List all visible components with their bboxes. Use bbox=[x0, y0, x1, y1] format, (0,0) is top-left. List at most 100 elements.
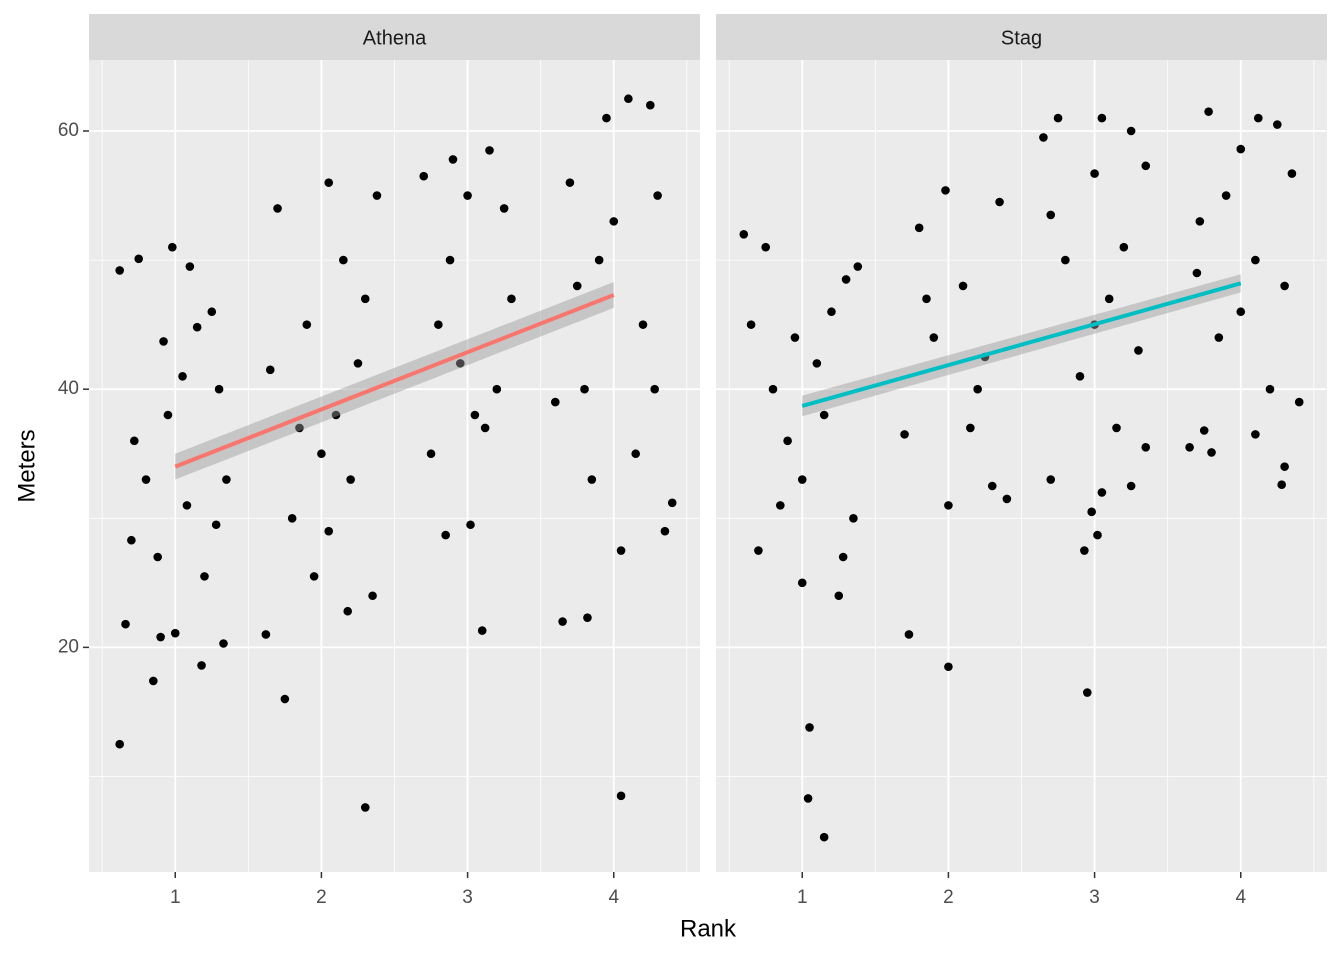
y-tick-label: 60 bbox=[58, 120, 79, 141]
point bbox=[441, 530, 450, 540]
point bbox=[1207, 448, 1216, 457]
point bbox=[958, 281, 968, 291]
point bbox=[797, 578, 807, 588]
x-axis-title: Rank bbox=[680, 915, 737, 942]
point bbox=[653, 191, 662, 200]
point bbox=[761, 242, 770, 252]
point bbox=[660, 526, 670, 536]
point bbox=[127, 535, 136, 545]
point bbox=[1097, 113, 1107, 123]
point bbox=[1265, 384, 1275, 394]
point bbox=[1126, 481, 1136, 491]
point bbox=[746, 320, 756, 329]
point bbox=[1134, 346, 1143, 355]
point bbox=[1080, 546, 1089, 555]
point bbox=[1273, 120, 1282, 129]
point bbox=[448, 155, 458, 164]
point bbox=[790, 333, 800, 342]
point bbox=[343, 606, 353, 616]
point bbox=[295, 423, 304, 433]
point bbox=[987, 481, 997, 491]
point bbox=[197, 661, 206, 670]
fit-line bbox=[174, 293, 615, 469]
point bbox=[159, 337, 168, 346]
point bbox=[1141, 161, 1151, 171]
point bbox=[838, 552, 848, 562]
point bbox=[1112, 423, 1121, 433]
point bbox=[819, 410, 829, 420]
y-tick-label: 20 bbox=[58, 636, 79, 657]
point bbox=[331, 410, 341, 420]
point bbox=[941, 186, 950, 195]
point bbox=[580, 384, 589, 394]
point bbox=[353, 359, 363, 368]
point bbox=[346, 475, 355, 484]
point bbox=[558, 617, 567, 626]
point bbox=[211, 520, 221, 530]
point bbox=[853, 262, 863, 271]
point bbox=[280, 694, 290, 704]
point bbox=[834, 591, 844, 601]
point bbox=[273, 204, 282, 213]
point bbox=[1251, 430, 1260, 439]
point bbox=[214, 384, 224, 394]
point bbox=[776, 501, 785, 510]
point bbox=[499, 204, 509, 213]
point bbox=[1119, 242, 1129, 252]
point bbox=[463, 191, 472, 200]
point bbox=[1294, 397, 1304, 407]
point bbox=[1199, 426, 1209, 435]
point bbox=[995, 197, 1004, 207]
point bbox=[153, 552, 163, 562]
point bbox=[219, 639, 228, 648]
y-axis-title: Meters bbox=[13, 429, 40, 502]
point bbox=[455, 359, 465, 368]
point bbox=[434, 320, 443, 329]
point bbox=[827, 307, 836, 317]
point bbox=[754, 546, 763, 555]
point bbox=[805, 723, 814, 732]
point bbox=[914, 223, 924, 233]
point bbox=[973, 384, 982, 394]
point bbox=[368, 591, 377, 601]
point bbox=[667, 498, 677, 508]
point bbox=[1039, 133, 1048, 142]
point bbox=[168, 242, 177, 252]
point bbox=[550, 397, 560, 407]
point bbox=[1046, 475, 1056, 484]
point bbox=[185, 262, 195, 271]
point bbox=[192, 322, 202, 332]
point bbox=[1280, 281, 1289, 291]
point bbox=[149, 676, 158, 686]
point bbox=[324, 526, 334, 536]
point bbox=[638, 320, 648, 329]
point bbox=[803, 794, 813, 803]
point bbox=[121, 619, 130, 629]
x-tick-label: 2 bbox=[316, 887, 327, 908]
point bbox=[466, 520, 475, 530]
point bbox=[900, 430, 909, 439]
point bbox=[1126, 126, 1136, 136]
point bbox=[360, 294, 370, 304]
point bbox=[1185, 442, 1194, 452]
point bbox=[812, 359, 822, 368]
point bbox=[492, 384, 502, 394]
point bbox=[1251, 255, 1260, 265]
point bbox=[1214, 333, 1224, 342]
point bbox=[1192, 268, 1202, 278]
point bbox=[1141, 442, 1151, 452]
point bbox=[182, 501, 192, 510]
point bbox=[178, 371, 187, 381]
point bbox=[480, 423, 490, 433]
point bbox=[797, 475, 807, 484]
point bbox=[819, 832, 829, 842]
point bbox=[115, 266, 124, 275]
point bbox=[739, 229, 749, 239]
point bbox=[587, 475, 597, 484]
point bbox=[594, 255, 604, 265]
y-tick-label: 40 bbox=[58, 378, 79, 399]
point bbox=[445, 255, 455, 265]
point bbox=[1195, 217, 1205, 226]
point bbox=[1097, 488, 1107, 497]
point bbox=[309, 572, 319, 581]
